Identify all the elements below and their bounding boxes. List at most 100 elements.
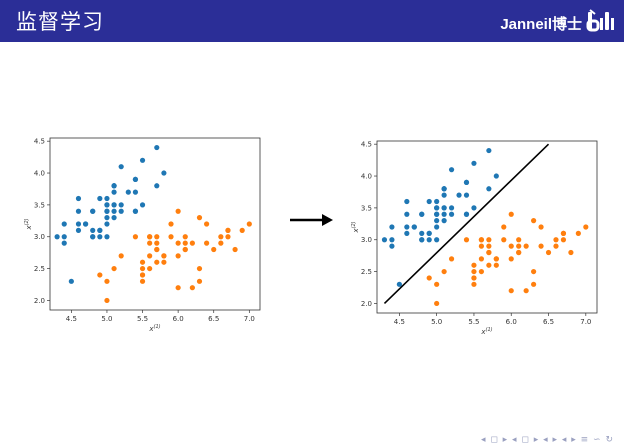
data-point-series-1: [225, 234, 231, 240]
data-point-series-0: [97, 227, 103, 233]
data-point-series-1: [154, 234, 160, 240]
data-point-series-1: [434, 300, 440, 307]
data-point-series-1: [218, 234, 224, 240]
data-point-series-0: [404, 224, 410, 230]
y-tick-label: 2.5: [361, 268, 372, 276]
data-point-series-1: [239, 227, 245, 233]
data-point-series-0: [419, 230, 425, 236]
data-point-series-1: [147, 265, 153, 272]
y-axis-label: x(2): [24, 218, 33, 230]
data-point-series-0: [389, 237, 395, 243]
data-point-series-1: [154, 246, 160, 253]
data-point-series-0: [97, 234, 103, 240]
data-point-series-1: [471, 262, 477, 268]
data-point-series-0: [434, 218, 440, 224]
data-point-series-1: [508, 211, 514, 217]
data-point-series-0: [419, 237, 425, 243]
data-point-series-0: [139, 202, 146, 208]
data-point-series-0: [132, 208, 139, 214]
x-tick-label: 4.5: [394, 318, 405, 326]
data-point-series-1: [516, 249, 522, 256]
data-point-series-1: [508, 288, 514, 294]
data-point-series-1: [478, 256, 485, 262]
data-point-series-0: [132, 189, 139, 195]
data-point-series-1: [478, 237, 485, 243]
data-point-series-0: [448, 211, 455, 217]
data-point-series-0: [389, 243, 395, 249]
data-point-series-1: [147, 253, 153, 259]
data-point-series-1: [196, 278, 203, 284]
x-tick-label: 5.5: [468, 318, 479, 326]
data-point-series-1: [553, 237, 559, 243]
data-point-series-1: [560, 230, 567, 236]
data-point-series-0: [104, 202, 110, 208]
data-point-series-0: [111, 208, 117, 214]
slide-title: 监督学习: [16, 10, 104, 34]
x-tick-label: 6.5: [208, 315, 219, 323]
slide-navigation-bar[interactable]: ◂ ◻ ▸ ◂ ◻ ▸ ◂ ▸ ◂ ▸ ≡ ∽ ↻: [480, 435, 614, 445]
data-point-series-0: [404, 211, 410, 217]
data-point-series-0: [118, 202, 124, 208]
data-point-series-0: [111, 183, 117, 189]
data-point-series-1: [434, 281, 440, 287]
plot-frame: [49, 137, 261, 311]
data-point-series-1: [508, 256, 514, 262]
data-point-series-1: [139, 278, 146, 284]
data-point-series-1: [218, 240, 224, 246]
slide-header: 监督学习 Janneil博士: [0, 0, 624, 42]
data-point-series-0: [441, 186, 447, 192]
right-arrow-icon: [290, 214, 333, 226]
data-point-series-1: [486, 249, 492, 256]
data-point-series-0: [448, 167, 455, 173]
data-point-series-0: [441, 211, 447, 217]
data-point-series-1: [189, 240, 195, 246]
data-point-series-1: [523, 243, 529, 249]
data-point-series-0: [111, 189, 117, 195]
data-point-series-0: [154, 183, 160, 189]
y-tick-label: 4.5: [34, 138, 45, 146]
data-point-series-0: [104, 208, 110, 214]
y-tick-label: 3.5: [34, 201, 45, 209]
data-point-series-0: [118, 164, 124, 170]
data-point-series-0: [389, 224, 395, 230]
y-tick-label: 2.5: [34, 265, 45, 273]
data-point-series-0: [154, 144, 160, 151]
data-point-series-0: [463, 192, 470, 198]
data-point-series-0: [434, 237, 440, 243]
data-point-series-1: [523, 288, 529, 294]
data-point-series-1: [182, 234, 188, 240]
data-point-series-1: [486, 237, 492, 243]
data-point-series-1: [225, 227, 231, 233]
data-point-series-1: [568, 249, 574, 256]
y-tick-label: 2.0: [361, 300, 372, 308]
data-point-series-1: [531, 281, 537, 287]
data-point-series-1: [538, 243, 544, 249]
data-point-series-1: [147, 240, 153, 246]
data-point-series-0: [441, 218, 447, 224]
data-point-series-0: [411, 224, 417, 230]
bilibili-logo-icon: [586, 9, 614, 32]
data-point-series-1: [471, 281, 477, 287]
data-point-series-1: [211, 246, 217, 253]
data-point-series-0: [404, 230, 410, 236]
data-point-series-0: [486, 147, 492, 154]
data-point-series-1: [531, 218, 537, 224]
data-point-series-1: [545, 249, 552, 256]
data-point-series-1: [168, 234, 174, 240]
data-point-series-0: [61, 234, 67, 240]
data-point-series-0: [426, 237, 432, 243]
data-point-series-0: [132, 176, 139, 183]
data-point-series-0: [125, 189, 131, 195]
data-point-series-1: [516, 237, 522, 243]
data-point-series-1: [175, 240, 181, 246]
data-point-series-0: [434, 205, 440, 211]
data-point-series-1: [139, 272, 146, 278]
data-point-series-1: [118, 253, 124, 259]
data-point-series-1: [531, 268, 537, 275]
y-tick-label: 2.0: [34, 297, 45, 305]
x-axis-label: x(1): [148, 324, 160, 333]
data-point-series-0: [419, 211, 425, 217]
data-point-series-0: [441, 205, 447, 211]
data-point-series-1: [471, 275, 477, 281]
data-point-series-1: [189, 285, 195, 291]
